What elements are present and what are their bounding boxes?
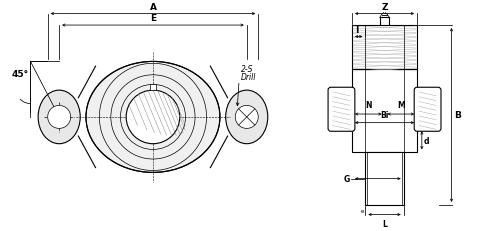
Text: Z: Z — [381, 3, 388, 12]
Text: e: e — [361, 208, 364, 213]
Text: d: d — [424, 136, 429, 145]
FancyBboxPatch shape — [328, 88, 355, 132]
Text: 2-S: 2-S — [241, 65, 253, 74]
FancyBboxPatch shape — [414, 88, 441, 132]
Circle shape — [126, 91, 180, 144]
Text: A: A — [150, 3, 156, 12]
Bar — [352, 70, 417, 153]
Bar — [365, 153, 403, 205]
Circle shape — [235, 106, 258, 129]
Text: I: I — [355, 26, 358, 34]
Text: Drill: Drill — [241, 72, 256, 81]
Bar — [352, 26, 417, 70]
Text: E: E — [150, 14, 156, 23]
Text: 45°: 45° — [11, 70, 29, 79]
Circle shape — [48, 106, 71, 129]
Text: L: L — [382, 219, 387, 228]
Ellipse shape — [38, 91, 80, 144]
Text: B: B — [455, 111, 461, 120]
Text: Bi: Bi — [380, 110, 389, 119]
Text: N: N — [365, 101, 371, 110]
Text: M: M — [397, 101, 405, 110]
Ellipse shape — [86, 62, 220, 173]
Text: G: G — [344, 174, 350, 183]
Ellipse shape — [226, 91, 268, 144]
Bar — [150, 85, 156, 91]
